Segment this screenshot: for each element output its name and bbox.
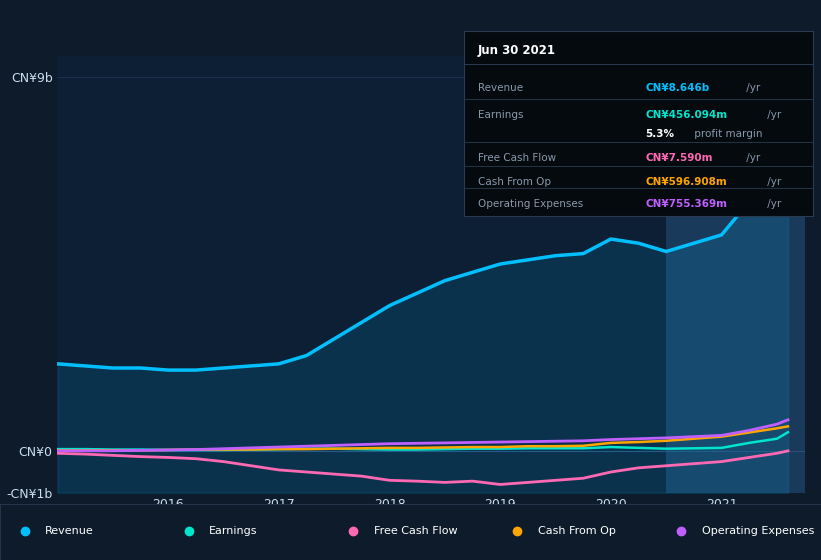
Text: profit margin: profit margin [690, 129, 762, 139]
Text: Operating Expenses: Operating Expenses [702, 526, 814, 536]
Text: Revenue: Revenue [478, 82, 523, 92]
Text: Operating Expenses: Operating Expenses [478, 199, 583, 209]
Text: /yr: /yr [743, 153, 760, 163]
Text: Cash From Op: Cash From Op [478, 177, 551, 187]
Text: Revenue: Revenue [45, 526, 94, 536]
Text: CN¥596.908m: CN¥596.908m [645, 177, 727, 187]
Text: Earnings: Earnings [478, 110, 523, 120]
Text: Cash From Op: Cash From Op [538, 526, 616, 536]
Text: /yr: /yr [743, 82, 760, 92]
Text: CN¥8.646b: CN¥8.646b [645, 82, 709, 92]
Text: Earnings: Earnings [209, 526, 258, 536]
Text: 5.3%: 5.3% [645, 129, 674, 139]
Text: Jun 30 2021: Jun 30 2021 [478, 44, 556, 57]
Text: CN¥7.590m: CN¥7.590m [645, 153, 713, 163]
Text: Free Cash Flow: Free Cash Flow [478, 153, 556, 163]
Text: Free Cash Flow: Free Cash Flow [374, 526, 457, 536]
Text: /yr: /yr [764, 199, 782, 209]
Text: CN¥456.094m: CN¥456.094m [645, 110, 727, 120]
Text: CN¥755.369m: CN¥755.369m [645, 199, 727, 209]
Text: /yr: /yr [764, 110, 782, 120]
Text: /yr: /yr [764, 177, 782, 187]
Bar [666, 56, 805, 493]
